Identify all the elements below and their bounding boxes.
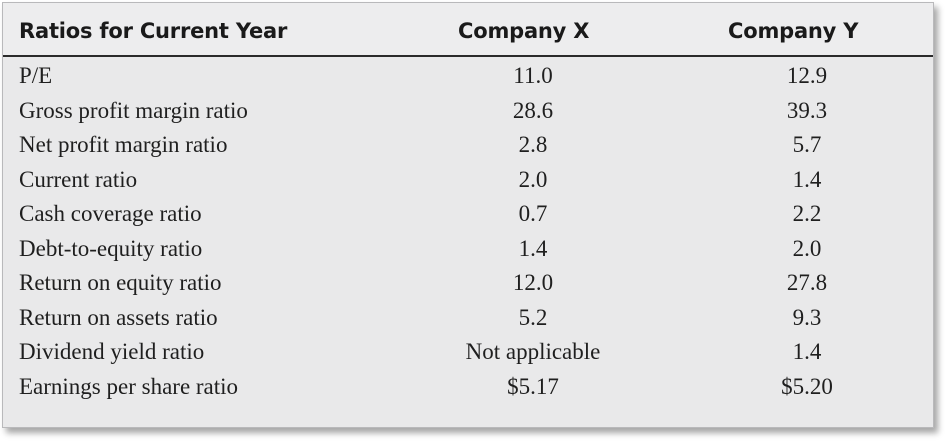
company-y-value: 12.9 bbox=[786, 63, 828, 88]
row-label: Gross profit margin ratio bbox=[19, 97, 248, 123]
company-x-value: 5.2 bbox=[518, 304, 548, 330]
company-x-value: Not applicable bbox=[465, 339, 601, 364]
company-x-value: 1.4 bbox=[518, 235, 548, 261]
header-company-y: Company Y bbox=[728, 19, 859, 43]
company-y-value: 2.0 bbox=[792, 235, 822, 261]
company-x-value: 28.6 bbox=[512, 97, 554, 123]
row-label: Net profit margin ratio bbox=[19, 132, 228, 157]
row-label: Dividend yield ratio bbox=[19, 339, 205, 364]
table-row: Net profit margin ratio 2.8 5.7 bbox=[3, 128, 933, 163]
table-row: Cash coverage ratio 0.7 2.2 bbox=[3, 197, 933, 232]
company-y-value: 39.3 bbox=[786, 97, 828, 123]
company-y-value: 27.8 bbox=[786, 270, 828, 295]
company-y-value: 5.7 bbox=[792, 132, 822, 157]
company-x-value: 11.0 bbox=[513, 63, 553, 88]
header-company-x: Company X bbox=[458, 19, 590, 43]
row-label: Earnings per share ratio bbox=[19, 373, 239, 399]
row-label: Return on assets ratio bbox=[19, 304, 218, 330]
row-label: Return on equity ratio bbox=[19, 270, 222, 295]
table-row: P/E 11.0 12.9 bbox=[3, 59, 933, 94]
header-ratios: Ratios for Current Year bbox=[19, 19, 288, 43]
table-row: Return on assets ratio 5.2 9.3 bbox=[3, 301, 933, 336]
table-header: Ratios for Current Year Company X Compan… bbox=[3, 3, 933, 57]
company-y-value: 9.3 bbox=[792, 304, 822, 330]
ratio-table: Ratios for Current Year Company X Compan… bbox=[2, 2, 934, 428]
company-x-value: $5.17 bbox=[507, 373, 559, 399]
company-y-value: $5.20 bbox=[781, 373, 833, 399]
company-y-value: 2.2 bbox=[792, 201, 822, 226]
company-x-value: 12.0 bbox=[512, 270, 554, 295]
table-row: Earnings per share ratio $5.17 $5.20 bbox=[3, 370, 933, 405]
table-row: Current ratio 2.0 1.4 bbox=[3, 163, 933, 198]
table-row: Return on equity ratio 12.0 27.8 bbox=[3, 266, 933, 301]
company-x-value: 0.7 bbox=[518, 201, 548, 226]
company-x-value: 2.0 bbox=[518, 166, 548, 192]
table-row: Dividend yield ratio Not applicable 1.4 bbox=[3, 335, 933, 370]
row-label: Cash coverage ratio bbox=[19, 201, 202, 226]
company-y-value: 1.4 bbox=[792, 166, 822, 192]
row-label: P/E bbox=[19, 63, 53, 88]
company-y-value: 1.4 bbox=[792, 339, 822, 364]
table-row: Gross profit margin ratio 28.6 39.3 bbox=[3, 94, 933, 129]
row-label: Current ratio bbox=[19, 166, 138, 192]
company-x-value: 2.8 bbox=[518, 132, 548, 157]
table-row: Debt-to-equity ratio 1.4 2.0 bbox=[3, 232, 933, 267]
row-label: Debt-to-equity ratio bbox=[19, 235, 203, 261]
